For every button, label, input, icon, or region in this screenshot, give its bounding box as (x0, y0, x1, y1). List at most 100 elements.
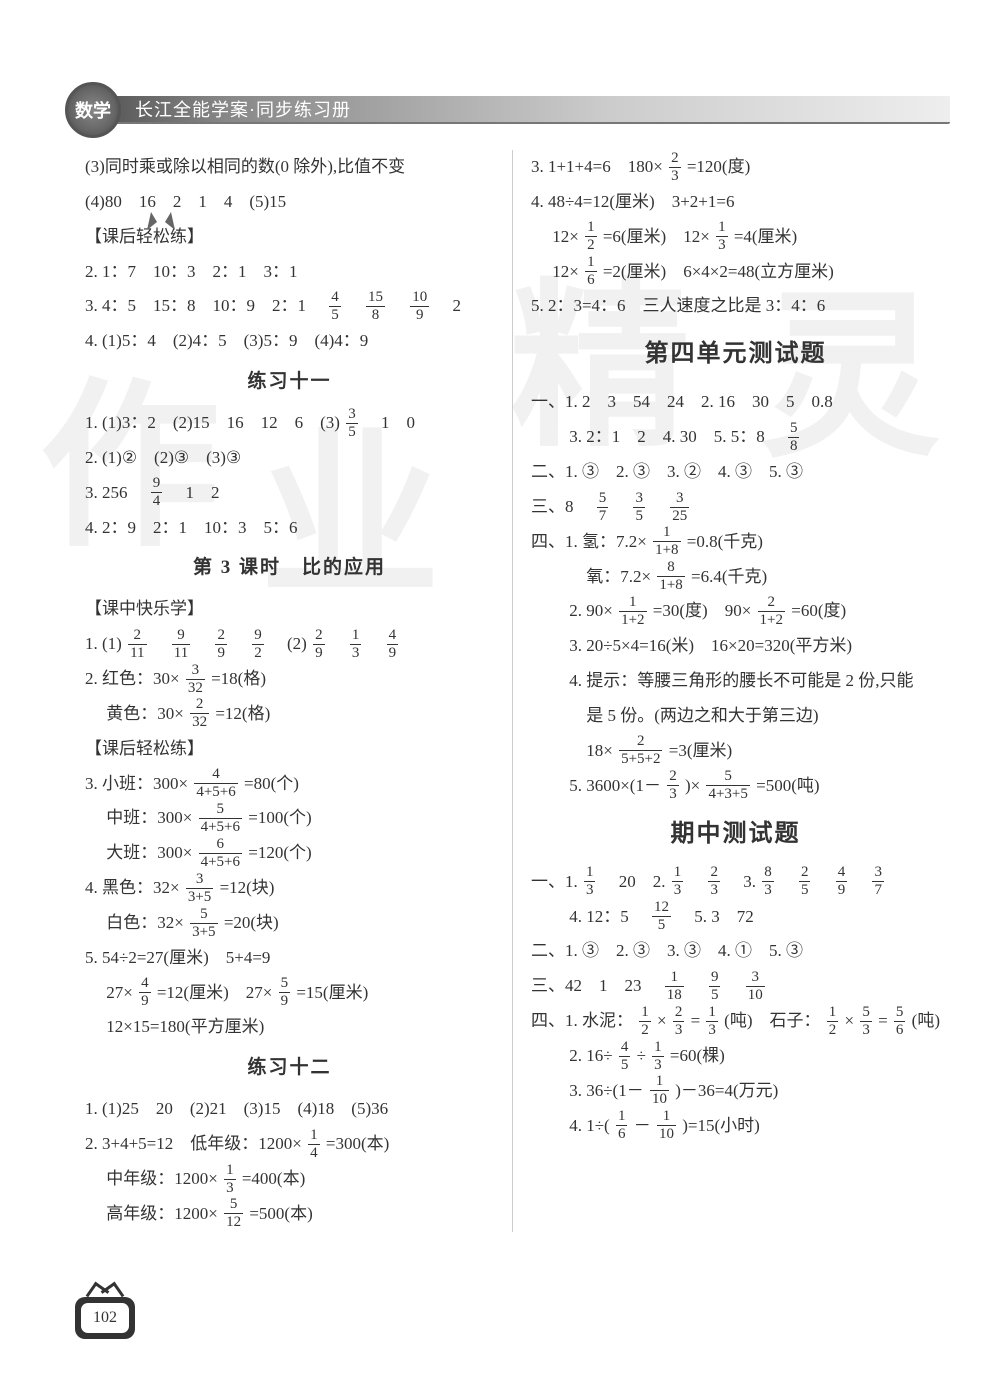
fraction: 13 (350, 628, 362, 661)
text-line: 18× 25+5+2 =3(厘米) (531, 734, 940, 769)
text: 三、8 (531, 497, 591, 516)
fraction: 110 (657, 1109, 676, 1142)
fraction: 53+5 (190, 907, 217, 940)
text: 黄色：30× (85, 704, 184, 723)
text-line: 5. 54÷2=27(厘米) 5+4=9 (85, 941, 494, 976)
text: = (878, 1011, 888, 1030)
text: 5. 3600×(1－ (531, 776, 661, 795)
fraction: 44+5+6 (194, 767, 237, 800)
text: (吨) (912, 1011, 940, 1030)
text: =300(本) (326, 1134, 389, 1153)
text-line: 2. 1：7 10：3 2：1 3：1 (85, 255, 494, 290)
text-line: 一、1. 2 3 54 24 2. 16 30 5 0.8 (531, 385, 940, 420)
text: =6(厘米) 12× (603, 227, 710, 246)
text: 3. 1+1+4=6 180× (531, 157, 663, 176)
text: =12(块) (220, 878, 275, 897)
text-line: 三、8 57 35 325 (531, 490, 940, 525)
text: 2. 3+4+5=12 低年级：1200× (85, 1134, 302, 1153)
fraction: 310 (746, 970, 765, 1003)
fraction: 29 (215, 628, 227, 661)
text-line: 12× 16 =2(厘米) 6×4×2=48(立方厘米) (531, 255, 940, 290)
fraction: 92 (252, 628, 264, 661)
text-line: 2. 16÷ 45 ÷ 13 =60(棵) (531, 1039, 940, 1074)
fraction: 21+2 (758, 595, 785, 628)
fraction: 23 (667, 769, 679, 802)
text-line: 三、42 1 23 118 95 310 (531, 969, 940, 1004)
text: 3. 256 (85, 483, 145, 502)
section-label: 【课中快乐学】 (85, 592, 494, 627)
text-line: 12×15=180(平方厘米) (85, 1010, 494, 1045)
fraction: 95 (709, 970, 721, 1003)
text: =400(本) (242, 1169, 305, 1188)
text: =100(个) (248, 808, 311, 827)
text: 4. 12：5 (531, 907, 646, 926)
fraction: 23 (669, 151, 681, 184)
fraction: 13 (584, 865, 596, 898)
text-line: 3. 1+1+4=6 180× 23 =120(度) (531, 150, 940, 185)
fraction: 125 (652, 900, 671, 933)
fraction: 58 (788, 421, 800, 454)
text-line: 3. 2：1 2 4. 30 5. 5：8 58 (531, 420, 940, 455)
text: 中班：300× (85, 808, 192, 827)
text-line: 中年级：1200× 13 =400(本) (85, 1162, 494, 1197)
header-title: 长江全能学案·同步练习册 (135, 96, 351, 122)
fraction: 29 (313, 628, 325, 661)
text: 3. 4：5 15：8 10：9 2：1 (85, 296, 323, 315)
fraction: 512 (224, 1197, 243, 1230)
text: － (634, 1116, 651, 1135)
text: 大班：300× (85, 843, 192, 862)
fraction: 12 (585, 220, 597, 253)
text: 1 0 (364, 413, 415, 432)
fraction: 25+5+2 (619, 734, 662, 767)
fraction: 45 (329, 290, 341, 323)
text: × (657, 1011, 667, 1030)
text-line: 2. 红色：30× 332 =18(格) (85, 662, 494, 697)
text-line: 四、1. 水泥： 12 × 23 = 13 (吨) 石子： 12 × 53 = … (531, 1004, 940, 1039)
text-line: 中班：300× 54+5+6 =100(个) (85, 801, 494, 836)
text: =80(个) (244, 774, 299, 793)
text: = (691, 1011, 701, 1030)
text-line: 4. 1÷( 16 － 110 )=15(小时) (531, 1109, 940, 1144)
text-line: 白色：32× 53+5 =20(块) (85, 906, 494, 941)
text: 四、1. 水泥： (531, 1011, 633, 1030)
text-line: 氧：7.2× 81+8 =6.4(千克) (531, 560, 940, 595)
fraction: 54+5+6 (199, 802, 242, 835)
text: =500(吨) (756, 776, 819, 795)
section-heading: 练习十一 (85, 363, 494, 402)
text: =6.4(千克) (691, 567, 767, 586)
fraction: 33+5 (186, 872, 213, 905)
text-line: 4. 2：9 2：1 10：3 5：6 (85, 511, 494, 546)
fraction: 49 (836, 865, 848, 898)
text: =2(厘米) 6×4×2=48(立方厘米) (603, 262, 834, 281)
section-label: 【课后轻松练】 (85, 732, 494, 767)
text-line: 二、1. ③ 2. ③ 3. ② 4. ③ 5. ③ (531, 455, 940, 490)
fraction: 35 (346, 407, 358, 440)
text-line: 3. 36÷(1－ 110 )－36=4(万元) (531, 1074, 940, 1109)
text-line: 3. 小班：300× 44+5+6 =80(个) (85, 767, 494, 802)
text-line: 2. (1)② (2)③ (3)③ (85, 441, 494, 476)
unit-heading: 第四单元测试题 (531, 330, 940, 379)
text-line: 3. 256 94 1 2 (85, 476, 494, 511)
section-heading: 第 3 课时 比的应用 (85, 549, 494, 588)
fraction: 16 (585, 255, 597, 288)
fraction: 11+2 (619, 595, 646, 628)
text: 1. (1) (85, 634, 122, 653)
text-line: 是 5 份。(两边之和大于第三边) (531, 699, 940, 734)
text: =60(棵) (670, 1046, 725, 1065)
fraction: 94 (151, 476, 163, 509)
fraction: 325 (670, 491, 689, 524)
text-line: 5. 3600×(1－ 23 )× 54+3+5 =500(吨) (531, 769, 940, 804)
fraction: 37 (872, 865, 884, 898)
fraction: 12 (639, 1005, 651, 1038)
fraction: 81+8 (657, 560, 684, 593)
fraction: 45 (619, 1040, 631, 1073)
text: =30(度) 90× (653, 601, 752, 620)
text-line: 一、1. 13 20 2. 13 23 3. 83 25 49 37 (531, 865, 940, 900)
fraction: 911 (172, 628, 190, 661)
fraction: 56 (894, 1005, 906, 1038)
text: 白色：32× (85, 913, 184, 932)
text: 3. 小班：300× (85, 774, 188, 793)
fraction: 49 (387, 628, 399, 661)
text: 12× (531, 227, 579, 246)
text: (吨) 石子： (724, 1011, 820, 1030)
